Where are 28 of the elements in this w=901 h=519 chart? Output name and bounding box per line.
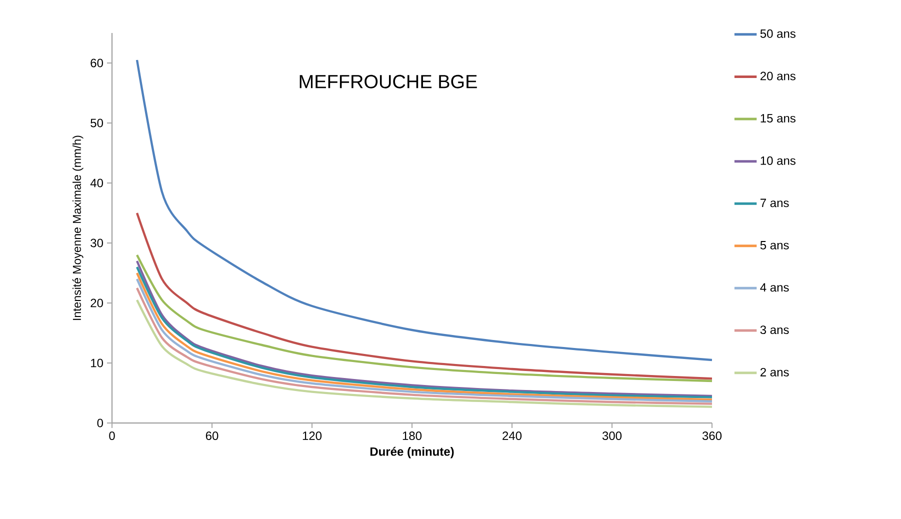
y-tick-label: 50 (90, 118, 104, 128)
x-tick-label: 0 (109, 432, 115, 440)
x-tick-label: 60 (206, 432, 218, 440)
legend-label: 15 ans (760, 114, 796, 123)
line-series (136, 58, 712, 362)
y-tick-label: 30 (90, 238, 104, 248)
y-tick-label: 20 (90, 298, 104, 308)
line-series (136, 212, 712, 380)
legend-label: 7 ans (760, 198, 789, 208)
legend-label: 3 ans (760, 326, 789, 334)
y-tick-label: 10 (91, 358, 104, 368)
legend-label: 4 ans (760, 283, 789, 292)
legend-label: 20 ans (760, 72, 796, 80)
y-tick-label: 0 (97, 418, 104, 428)
y-tick-label: 40 (90, 178, 104, 188)
y-tick-label: 60 (90, 58, 104, 68)
legend-label: 50 ans (760, 29, 796, 38)
y-axis-title: Intensité Moyenne Maximale (mm/h) (72, 136, 84, 320)
x-tick-label: 120 (302, 432, 322, 440)
legend-label: 2 ans (760, 368, 789, 376)
legend-label: 5 ans (760, 241, 789, 250)
legend-label: 10 ans (760, 156, 796, 165)
x-tick-label: 300 (602, 432, 622, 440)
x-axis-title: Durée (minute) (370, 446, 454, 458)
x-tick-label: 180 (402, 432, 422, 440)
x-tick-label: 240 (502, 432, 522, 440)
text: MEFFROUCHE BGE (300, 74, 477, 88)
x-tick-label: 360 (702, 432, 722, 440)
